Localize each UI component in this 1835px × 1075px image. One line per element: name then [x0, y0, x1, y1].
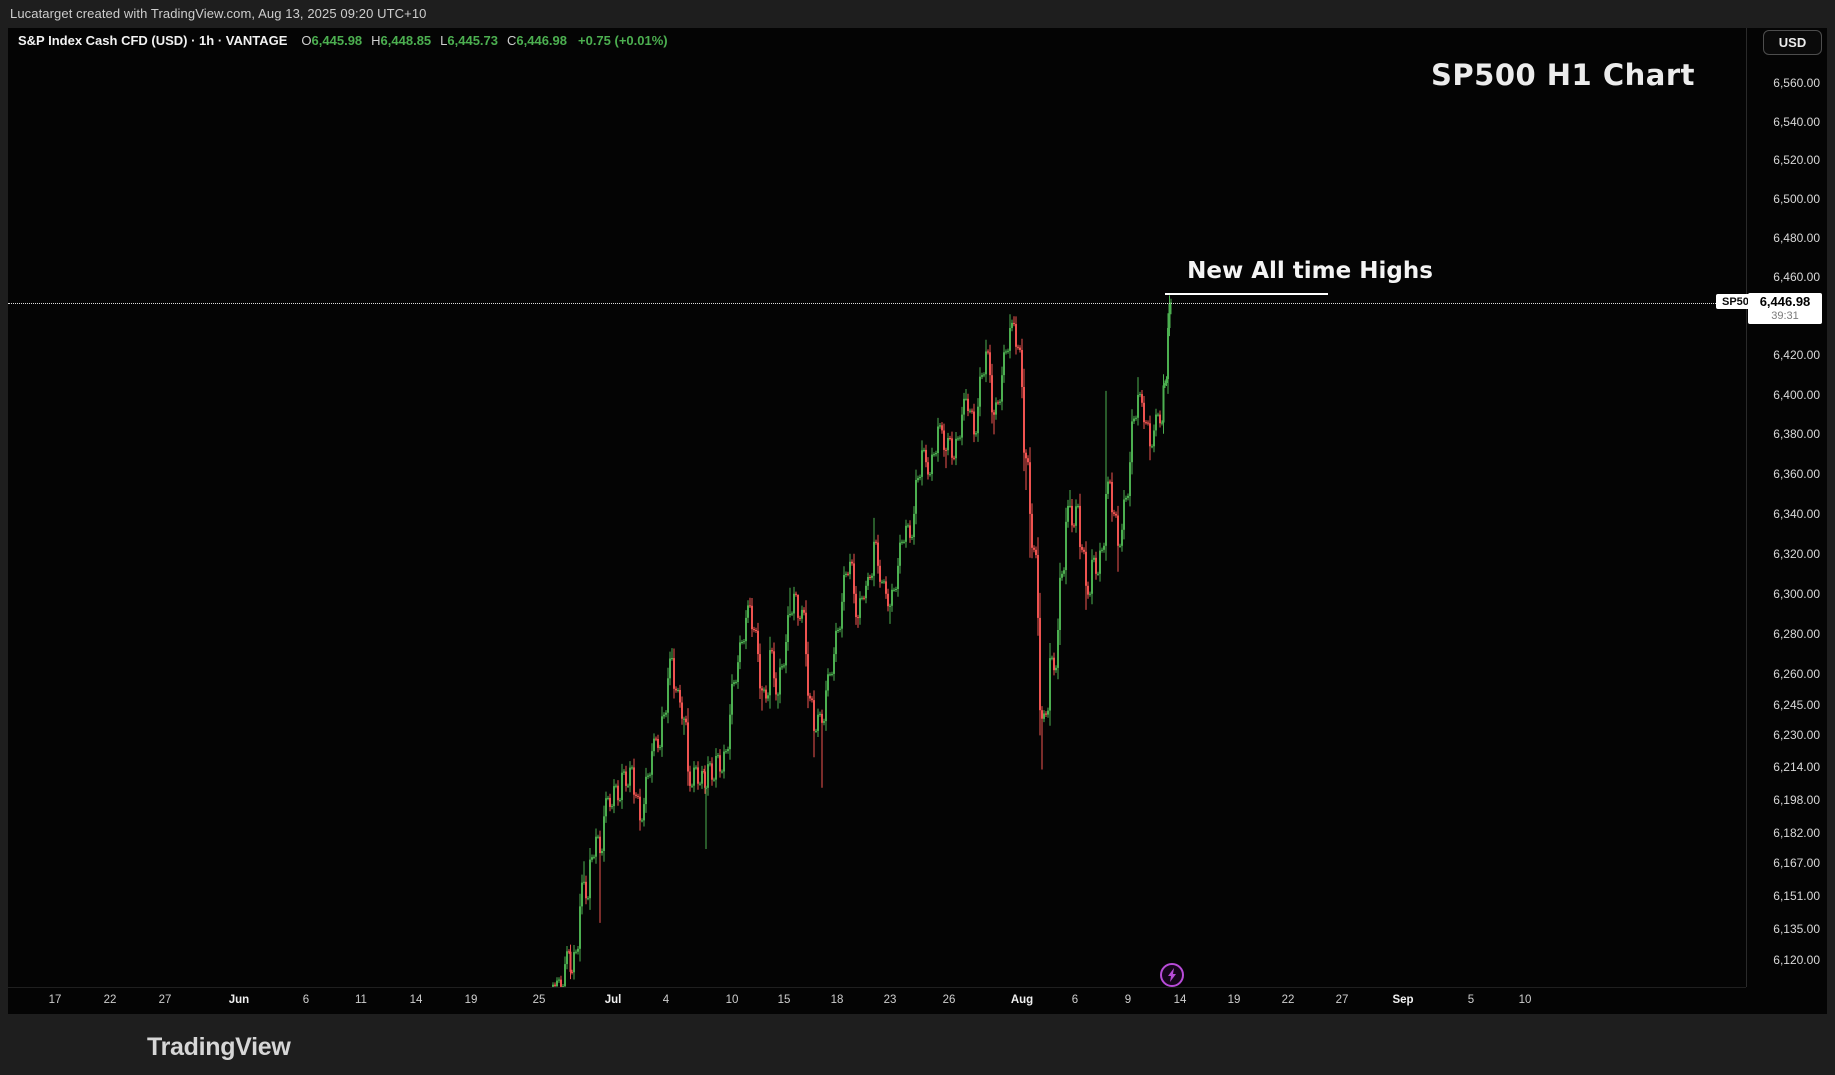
price-tick-label: 6,230.00	[1773, 728, 1820, 742]
time-tick-label: 9	[1124, 994, 1132, 1006]
bar-countdown: 39:31	[1771, 310, 1799, 322]
price-tick-label: 6,300.00	[1773, 587, 1820, 601]
price-tick-label: 6,480.00	[1773, 231, 1820, 245]
price-tick-label: 6,182.00	[1773, 826, 1820, 840]
time-tick-label: 19	[464, 994, 478, 1006]
currency-toggle-button[interactable]: USD	[1763, 30, 1822, 55]
left-frame	[0, 28, 8, 1014]
price-tick-label: 6,420.00	[1773, 348, 1820, 362]
symbol-ohlc-header: S&P Index Cash CFD (USD) · 1h · VANTAGE O…	[18, 33, 668, 48]
time-tick-month-label: Jul	[604, 994, 622, 1006]
price-tick-label: 6,151.00	[1773, 889, 1820, 903]
annotation-text: New All time Highs	[1187, 258, 1433, 284]
price-tick-label: 6,167.00	[1773, 856, 1820, 870]
time-tick-label: 14	[1173, 994, 1187, 1006]
time-tick-label: 11	[355, 994, 367, 1006]
time-tick-label: 22	[1281, 994, 1295, 1006]
price-tick-label: 6,360.00	[1773, 467, 1820, 481]
price-tick-label: 6,198.00	[1773, 793, 1820, 807]
current-price-dotted-line	[8, 303, 1746, 304]
event-lightning-icon[interactable]	[1160, 963, 1184, 987]
low-label: L	[440, 33, 448, 48]
tradingview-wordmark[interactable]: TradingView	[147, 1033, 291, 1061]
price-tick-label: 6,320.00	[1773, 547, 1820, 561]
change-value: +0.75 (+0.01%)	[578, 33, 668, 48]
time-tick-label: 4	[662, 994, 670, 1006]
price-tick-label: 6,120.00	[1773, 953, 1820, 967]
time-tick-label: 27	[158, 994, 172, 1006]
time-tick-label: 5	[1467, 994, 1475, 1006]
time-tick-label: 27	[1335, 994, 1349, 1006]
time-tick-label: 25	[532, 994, 546, 1006]
price-tick-label: 6,560.00	[1773, 76, 1820, 90]
time-tick-label: 17	[48, 994, 62, 1006]
time-tick-label: 6	[302, 994, 310, 1006]
price-tick-label: 6,135.00	[1773, 922, 1820, 936]
price-tick-label: 6,380.00	[1773, 427, 1820, 441]
time-tick-label: 10	[1518, 994, 1532, 1006]
status-bar-attribution: Lucatarget created with TradingView.com,…	[10, 6, 427, 21]
time-tick-label: 15	[777, 994, 791, 1006]
close-value: 6,446.98	[516, 33, 567, 48]
price-tick-label: 6,280.00	[1773, 627, 1820, 641]
price-tick-label: 6,540.00	[1773, 115, 1820, 129]
time-tick-month-label: Jun	[228, 994, 250, 1006]
time-tick-month-label: Sep	[1392, 994, 1414, 1006]
price-tick-label: 6,460.00	[1773, 270, 1820, 284]
price-tick-label: 6,245.00	[1773, 698, 1820, 712]
high-value: 6,448.85	[380, 33, 432, 48]
open-value: 6,445.98	[311, 33, 363, 48]
close-label: C	[507, 33, 517, 48]
price-tick-label: 6,214.00	[1773, 760, 1820, 774]
time-tick-label: 10	[725, 994, 739, 1006]
chart-panel[interactable]	[8, 28, 1827, 1014]
current-price-value: 6,446.98	[1759, 294, 1811, 309]
open-label: O	[301, 33, 312, 48]
right-frame	[1827, 28, 1835, 1014]
time-tick-label: 14	[409, 994, 423, 1006]
chart-title-watermark: SP500 H1 Chart	[1431, 58, 1695, 92]
time-tick-label: 6	[1071, 994, 1079, 1006]
time-tick-label: 18	[830, 994, 844, 1006]
price-scale-axis[interactable]: 6,560.00 6,540.00 6,520.00 6,500.00 6,480.00…	[1746, 28, 1828, 987]
time-tick-label: 19	[1227, 994, 1241, 1006]
time-tick-label: 26	[942, 994, 956, 1006]
current-price-box: 6,446.98 39:31	[1748, 293, 1822, 324]
low-value: 6,445.73	[447, 33, 498, 48]
price-tick-label: 6,400.00	[1773, 388, 1820, 402]
price-tick-label: 6,340.00	[1773, 507, 1820, 521]
time-tick-label: 22	[103, 994, 117, 1006]
footer-bar	[0, 1014, 1835, 1075]
time-tick-month-label: Aug	[1010, 994, 1034, 1006]
time-axis[interactable]: 17 22 27 Jun 6 11 14 19 25 Jul 4 10 15 18 23 26 Aug 6 9 14 1…	[8, 987, 1746, 1015]
time-tick-label: 23	[883, 994, 897, 1006]
high-label: H	[371, 33, 381, 48]
price-tick-label: 6,520.00	[1773, 153, 1820, 167]
symbol-title[interactable]: S&P Index Cash CFD (USD) · 1h · VANTAGE	[18, 33, 288, 48]
annotation-underline	[1165, 293, 1328, 295]
price-tick-label: 6,260.00	[1773, 667, 1820, 681]
price-tick-label: 6,500.00	[1773, 192, 1820, 206]
